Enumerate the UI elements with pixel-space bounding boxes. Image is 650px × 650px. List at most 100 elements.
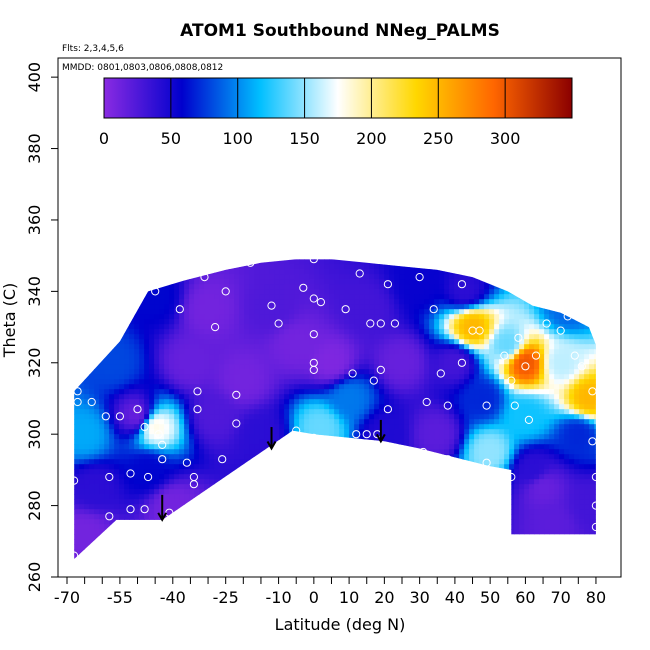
field-cell <box>189 419 195 425</box>
field-cell <box>189 464 195 470</box>
field-cell <box>429 394 435 400</box>
field-cell <box>319 489 325 495</box>
field-cell <box>584 414 590 420</box>
field-cell <box>154 339 160 345</box>
field-cell <box>139 434 145 440</box>
field-cell <box>584 304 590 310</box>
field-cell <box>74 389 80 395</box>
field-cell <box>379 449 385 455</box>
field-cell <box>519 414 525 420</box>
field-cell <box>484 414 490 420</box>
field-cell <box>499 479 505 485</box>
field-cell <box>284 494 290 500</box>
field-cell <box>569 369 575 375</box>
field-cell <box>474 434 480 440</box>
field-cell <box>154 294 160 300</box>
field-cell <box>499 384 505 390</box>
field-cell <box>259 379 265 385</box>
field-cell <box>434 434 440 440</box>
field-cell <box>129 479 135 485</box>
field-cell <box>514 369 520 375</box>
field-cell <box>404 419 410 425</box>
field-cell <box>79 459 85 465</box>
field-cell <box>549 444 555 450</box>
field-cell <box>584 289 590 295</box>
field-cell <box>364 309 370 315</box>
field-cell <box>579 259 585 265</box>
field-cell <box>409 279 415 285</box>
field-cell <box>179 269 185 275</box>
field-cell <box>89 264 95 270</box>
field-cell <box>324 344 330 350</box>
plot-area-frame <box>57 57 622 578</box>
field-cell <box>89 434 95 440</box>
field-cell <box>514 319 520 325</box>
field-cell <box>139 369 145 375</box>
field-cell <box>149 299 155 305</box>
field-cell <box>84 264 90 270</box>
field-cell <box>354 334 360 340</box>
field-cell <box>339 369 345 375</box>
field-cell <box>499 359 505 365</box>
field-cell <box>349 444 355 450</box>
field-cell <box>224 294 230 300</box>
field-cell <box>399 414 405 420</box>
field-cell <box>159 449 165 455</box>
field-cell <box>564 304 570 310</box>
field-cell <box>414 394 420 400</box>
field-cell <box>499 374 505 380</box>
field-cell <box>414 389 420 395</box>
field-cell <box>399 279 405 285</box>
field-cell <box>299 289 305 295</box>
field-cell <box>244 374 250 380</box>
field-cell <box>214 359 220 365</box>
field-cell <box>404 414 410 420</box>
field-cell <box>539 399 545 405</box>
field-cell <box>294 449 300 455</box>
field-cell <box>74 374 80 380</box>
field-cell <box>564 369 570 375</box>
field-cell <box>199 434 205 440</box>
field-cell <box>234 364 240 370</box>
field-cell <box>194 464 200 470</box>
field-cell <box>184 429 190 435</box>
field-cell <box>504 444 510 450</box>
field-cell <box>344 369 350 375</box>
field-cell <box>149 389 155 395</box>
field-cell <box>174 459 180 465</box>
field-cell <box>234 459 240 465</box>
field-cell <box>279 439 285 445</box>
field-cell <box>329 469 335 475</box>
field-cell <box>309 449 315 455</box>
field-cell <box>514 324 520 330</box>
field-cell <box>389 409 395 415</box>
field-cell <box>79 339 85 345</box>
field-cell <box>119 454 125 460</box>
field-cell <box>584 354 590 360</box>
field-cell <box>579 429 585 435</box>
field-cell <box>274 364 280 370</box>
field-cell <box>389 314 395 320</box>
field-cell <box>469 269 475 275</box>
field-cell <box>429 359 435 365</box>
field-cell <box>174 319 180 325</box>
field-cell <box>249 479 255 485</box>
field-cell <box>559 374 565 380</box>
field-cell <box>174 434 180 440</box>
field-cell <box>534 484 540 490</box>
field-cell <box>84 294 90 300</box>
field-cell <box>279 304 285 310</box>
field-cell <box>159 394 165 400</box>
field-cell <box>229 479 235 485</box>
field-cell <box>184 279 190 285</box>
field-cell <box>204 459 210 465</box>
field-cell <box>339 329 345 335</box>
field-cell <box>479 459 485 465</box>
field-cell <box>359 384 365 390</box>
field-cell <box>284 324 290 330</box>
field-cell <box>379 374 385 380</box>
field-cell <box>204 399 210 405</box>
field-cell <box>174 339 180 345</box>
field-cell <box>594 289 596 295</box>
field-cell <box>229 389 235 395</box>
